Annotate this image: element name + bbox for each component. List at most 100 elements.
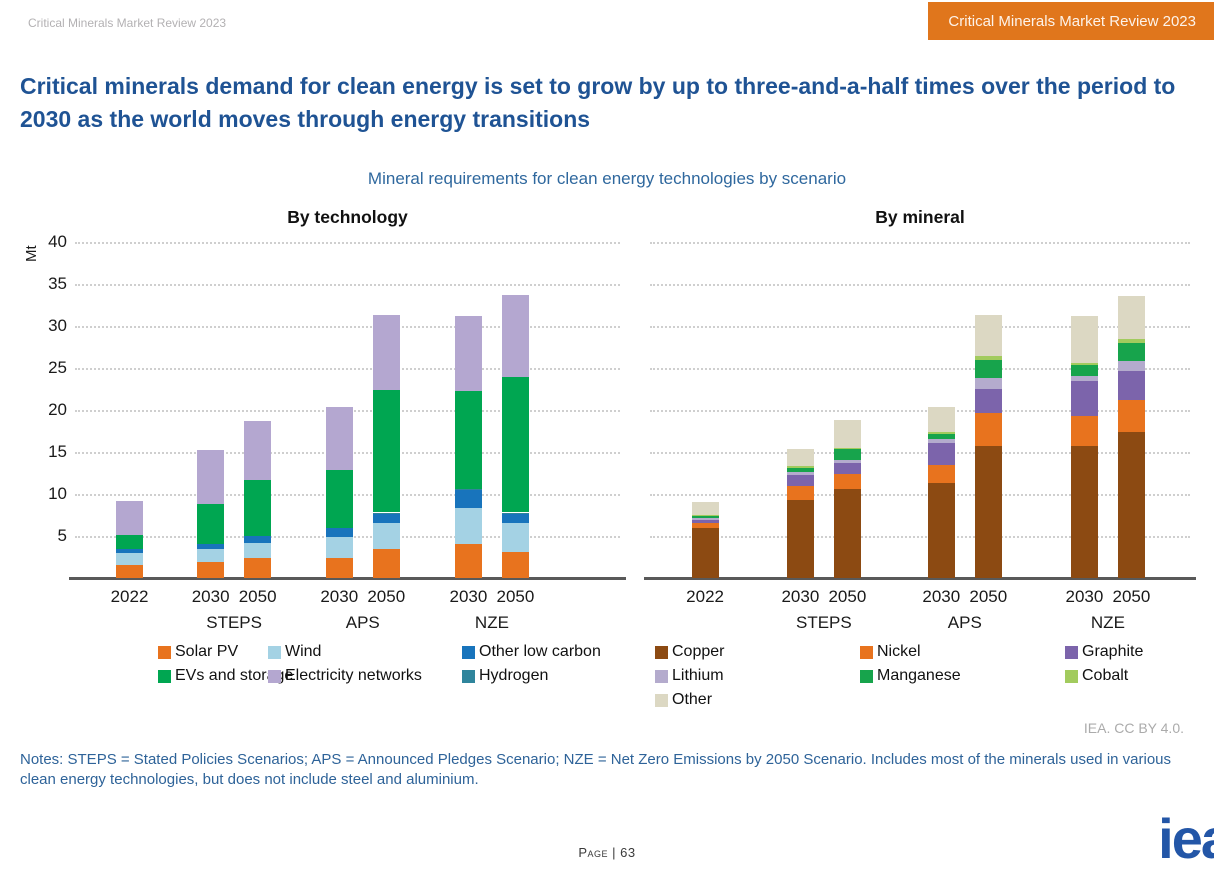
bar-segment-other-low-carbon bbox=[197, 543, 225, 550]
bar-segment-hydrogen bbox=[501, 512, 529, 514]
legend-item-solar-pv: Solar PV bbox=[158, 643, 238, 661]
legend-swatch-electricity-networks bbox=[268, 669, 281, 683]
legend-item-hydrogen: Hydrogen bbox=[462, 667, 548, 685]
legend-label: Nickel bbox=[877, 643, 921, 660]
bar-segment-hydrogen bbox=[372, 512, 400, 514]
x-tick-scenario-aps: APS bbox=[947, 613, 982, 632]
y-tick-label-30: 30 bbox=[48, 316, 67, 335]
bar-segment-other-low-carbon bbox=[244, 536, 272, 543]
bar-segment-other-low-carbon bbox=[454, 489, 482, 509]
bar-segment-other bbox=[927, 407, 955, 432]
legend-item-cobalt: Cobalt bbox=[1065, 667, 1128, 685]
gridline-30 bbox=[75, 326, 620, 328]
bar-segment-copper bbox=[1070, 446, 1098, 578]
gridline-25 bbox=[650, 368, 1190, 370]
bar-segment-manganese bbox=[974, 359, 1002, 379]
report-badge: Critical Minerals Market Review 2023 bbox=[928, 2, 1214, 40]
bar-segment-cobalt bbox=[927, 431, 955, 434]
gridline-40 bbox=[650, 242, 1190, 244]
legend-item-other-low-carbon: Other low carbon bbox=[462, 643, 601, 661]
legend-swatch-solar-pv bbox=[158, 645, 171, 659]
bar-segment-graphite bbox=[786, 474, 814, 487]
legend-label: EVs and storage bbox=[175, 667, 294, 684]
x-axis-line bbox=[644, 577, 1196, 580]
bar-segment-graphite bbox=[691, 520, 719, 524]
legend-item-copper: Copper bbox=[655, 643, 724, 661]
bar-segment-other-low-carbon bbox=[372, 513, 400, 524]
page-number: Page | 63 bbox=[578, 845, 636, 860]
bar-segment-other bbox=[974, 315, 1002, 357]
legend-label: Other bbox=[672, 691, 713, 708]
bar-segment-wind bbox=[372, 523, 400, 550]
bar-segment-solar-pv bbox=[372, 549, 400, 578]
y-tick-label-20: 20 bbox=[48, 400, 67, 419]
bar-segment-other bbox=[786, 448, 814, 467]
x-tick-year: 2030 bbox=[449, 587, 488, 606]
chart-by-mineral: 2022 2030 2050 STEPS 2030 2050 APS 2030 2050 NZE bbox=[644, 242, 1196, 632]
bar-segment-manganese bbox=[691, 515, 719, 519]
y-axis-unit-label: Mt bbox=[23, 245, 40, 262]
legend-label: Solar PV bbox=[175, 643, 239, 660]
bar-segment-graphite bbox=[927, 442, 955, 465]
bar-segment-cobalt bbox=[974, 356, 1002, 360]
bar-segment-copper bbox=[786, 499, 814, 578]
legend-swatch-manganese bbox=[860, 669, 873, 683]
bar-segment-wind bbox=[501, 523, 529, 552]
bar-segment-evs-and-storage bbox=[372, 389, 400, 513]
bar-segment-electricity-networks bbox=[116, 500, 143, 536]
bar-segment-solar-pv bbox=[116, 565, 143, 578]
x-tick-year: 2050 bbox=[238, 587, 277, 606]
bar-segment-cobalt bbox=[1117, 338, 1145, 343]
bar-segment-nickel bbox=[1070, 415, 1098, 447]
x-axis-line bbox=[69, 577, 626, 580]
bar-segment-evs-and-storage bbox=[244, 479, 272, 536]
bar-segment-other bbox=[1117, 295, 1145, 339]
gridline-25 bbox=[75, 368, 620, 370]
bar-segment-evs-and-storage bbox=[501, 377, 529, 513]
x-tick-year: 2030 bbox=[781, 587, 820, 606]
bar-segment-manganese bbox=[1117, 342, 1145, 362]
bar-segment-other bbox=[691, 501, 719, 515]
x-tick-year: 2050 bbox=[367, 587, 406, 606]
bar-segment-graphite bbox=[1070, 380, 1098, 416]
panel-title-by-mineral: By mineral bbox=[875, 207, 965, 227]
bar-segment-copper bbox=[974, 446, 1002, 578]
iea-logo: iea bbox=[1158, 807, 1214, 870]
x-tick-year: 2022 bbox=[686, 587, 724, 606]
legend-item-evs-and-storage: EVs and storage bbox=[158, 667, 293, 685]
bar-segment-solar-pv bbox=[244, 557, 272, 578]
bar-segment-manganese bbox=[1070, 364, 1098, 376]
bar-segment-cobalt bbox=[833, 447, 861, 450]
legend-label: Electricity networks bbox=[285, 667, 422, 684]
bar-segment-lithium bbox=[786, 472, 814, 475]
legend-item-lithium: Lithium bbox=[655, 667, 724, 685]
x-tick-scenario-steps: STEPS bbox=[206, 613, 262, 632]
y-tick-label-40: 40 bbox=[48, 232, 67, 251]
x-tick-year: 2030 bbox=[320, 587, 359, 606]
bar-segment-nickel bbox=[691, 523, 719, 528]
bar-segment-electricity-networks bbox=[244, 420, 272, 480]
bar-segment-nickel bbox=[974, 413, 1002, 447]
bar-segment-lithium bbox=[927, 439, 955, 443]
legend-swatch-graphite bbox=[1065, 645, 1078, 659]
bar-segment-solar-pv bbox=[197, 562, 225, 578]
bar-segment-evs-and-storage bbox=[197, 504, 225, 544]
bar-segment-wind bbox=[244, 542, 272, 558]
gridline-30 bbox=[650, 326, 1190, 328]
bar-segment-other-low-carbon bbox=[325, 527, 353, 537]
bar-segment-lithium bbox=[974, 378, 1002, 389]
legend-swatch-lithium bbox=[655, 669, 668, 683]
bar-segment-electricity-networks bbox=[325, 407, 353, 470]
bar-segment-manganese bbox=[833, 449, 861, 460]
bar-segment-other bbox=[1070, 315, 1098, 363]
bar-segment-manganese bbox=[786, 467, 814, 473]
bar-segment-graphite bbox=[974, 389, 1002, 414]
bar-segment-lithium bbox=[691, 518, 719, 521]
x-tick-scenario-nze: NZE bbox=[474, 613, 509, 632]
gridline-5 bbox=[650, 536, 1190, 538]
bar-segment-lithium bbox=[833, 459, 861, 463]
gridline-35 bbox=[75, 284, 620, 286]
x-tick-year: 2050 bbox=[496, 587, 535, 606]
panel-title-by-technology: By technology bbox=[287, 207, 408, 227]
x-tick-year: 2030 bbox=[922, 587, 961, 606]
